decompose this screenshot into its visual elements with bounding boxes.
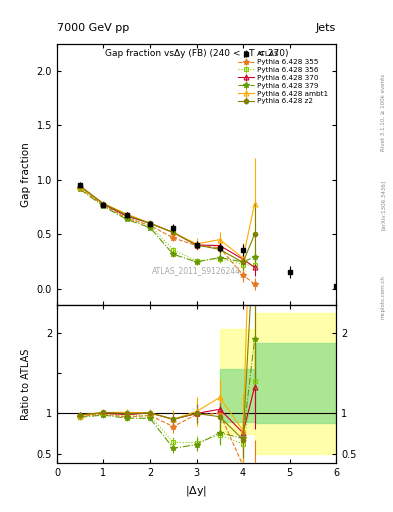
Text: 7000 GeV pp: 7000 GeV pp xyxy=(57,23,129,33)
Text: ATLAS_2011_S9126244: ATLAS_2011_S9126244 xyxy=(152,266,241,275)
Text: Rivet 3.1.10, ≥ 100k events: Rivet 3.1.10, ≥ 100k events xyxy=(381,74,386,151)
Y-axis label: Gap fraction: Gap fraction xyxy=(21,142,31,207)
Y-axis label: Ratio to ATLAS: Ratio to ATLAS xyxy=(21,349,31,420)
Text: Gap fraction vsΔy (FB) (240 < pT < 270): Gap fraction vsΔy (FB) (240 < pT < 270) xyxy=(105,49,288,58)
Text: mcplots.cern.ch: mcplots.cern.ch xyxy=(381,275,386,319)
X-axis label: |$\Delta$y|: |$\Delta$y| xyxy=(185,484,208,498)
Text: [arXiv:1306.3436]: [arXiv:1306.3436] xyxy=(381,180,386,230)
Text: Jets: Jets xyxy=(316,23,336,33)
Legend: ATLAS, Pythia 6.428 355, Pythia 6.428 356, Pythia 6.428 370, Pythia 6.428 379, P: ATLAS, Pythia 6.428 355, Pythia 6.428 35… xyxy=(237,50,330,106)
